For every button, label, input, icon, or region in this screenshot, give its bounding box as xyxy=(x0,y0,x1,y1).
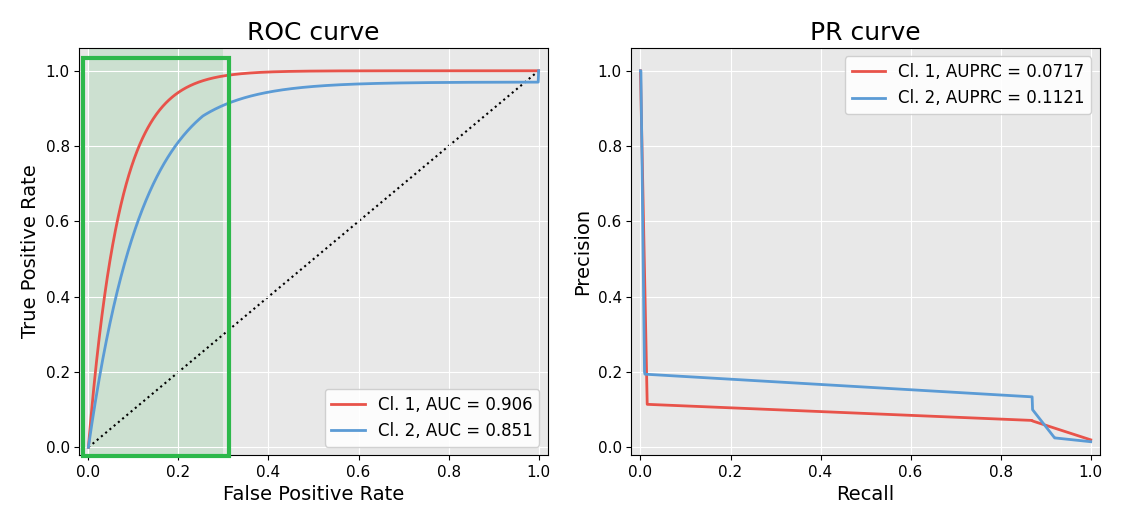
Cl. 2, AUPRC = 0.1121 xyxy=(680,373,693,380)
Cl. 2, AUC = 0.851 xyxy=(82,444,96,450)
Cl. 1, AUC = 0.906 xyxy=(441,68,454,74)
Cl. 1, AUPRC = 0.0717 xyxy=(943,414,956,420)
Cl. 1, AUC = 0.906 xyxy=(263,69,277,75)
Cl. 1, AUPRC = 0.0717 xyxy=(680,403,693,409)
Cl. 2, AUC = 0.851 xyxy=(263,89,277,95)
Cl. 2, AUPRC = 0.1121 xyxy=(1084,438,1098,445)
Cl. 2, AUC = 0.851 xyxy=(441,79,454,86)
Cl. 2, AUC = 0.851 xyxy=(280,86,294,92)
Title: ROC curve: ROC curve xyxy=(248,21,380,45)
Cl. 2, AUC = 0.851 xyxy=(532,68,546,74)
Bar xyxy=(89,48,224,455)
Cl. 2, AUPRC = 0.1121 xyxy=(633,68,647,74)
Cl. 2, AUPRC = 0.1121 xyxy=(984,391,998,397)
Legend: Cl. 1, AUPRC = 0.0717, Cl. 2, AUPRC = 0.1121: Cl. 1, AUPRC = 0.0717, Cl. 2, AUPRC = 0.… xyxy=(845,57,1091,114)
Cl. 1, AUC = 0.906 xyxy=(390,68,404,74)
Title: PR curve: PR curve xyxy=(810,21,921,45)
Cl. 2, AUPRC = 0.1121 xyxy=(832,382,846,388)
Cl. 2, AUPRC = 0.1121 xyxy=(816,382,829,388)
Cl. 1, AUPRC = 0.0717 xyxy=(633,68,647,74)
Cl. 1, AUC = 0.906 xyxy=(127,155,141,162)
Line: Cl. 1, AUPRC = 0.0717: Cl. 1, AUPRC = 0.0717 xyxy=(640,71,1091,440)
Cl. 1, AUPRC = 0.0717 xyxy=(832,409,846,415)
Line: Cl. 1, AUC = 0.906: Cl. 1, AUC = 0.906 xyxy=(89,71,539,447)
Cl. 1, AUC = 0.906 xyxy=(433,68,447,74)
Cl. 2, AUC = 0.851 xyxy=(390,80,404,86)
Cl. 1, AUC = 0.906 xyxy=(532,68,546,74)
Cl. 1, AUC = 0.906 xyxy=(82,444,96,450)
Cl. 1, AUPRC = 0.0717 xyxy=(816,408,829,415)
Cl. 1, AUPRC = 0.0717 xyxy=(993,416,1007,422)
Cl. 2, AUPRC = 0.1121 xyxy=(943,389,956,395)
Cl. 2, AUPRC = 0.1121 xyxy=(993,392,1007,398)
Legend: Cl. 1, AUC = 0.906, Cl. 2, AUC = 0.851: Cl. 1, AUC = 0.906, Cl. 2, AUC = 0.851 xyxy=(324,389,539,447)
Cl. 1, AUPRC = 0.0717 xyxy=(984,416,998,422)
Cl. 1, AUPRC = 0.0717 xyxy=(1084,437,1098,443)
X-axis label: False Positive Rate: False Positive Rate xyxy=(223,485,404,504)
Bar xyxy=(83,58,228,456)
Cl. 2, AUC = 0.851 xyxy=(433,79,447,86)
Cl. 2, AUC = 0.851 xyxy=(127,228,141,235)
Line: Cl. 2, AUPRC = 0.1121: Cl. 2, AUPRC = 0.1121 xyxy=(640,71,1091,442)
Line: Cl. 2, AUC = 0.851: Cl. 2, AUC = 0.851 xyxy=(89,71,539,447)
Y-axis label: Precision: Precision xyxy=(573,208,592,295)
Y-axis label: True Positive Rate: True Positive Rate xyxy=(21,165,39,339)
X-axis label: Recall: Recall xyxy=(837,485,894,504)
Cl. 1, AUC = 0.906 xyxy=(280,68,294,75)
